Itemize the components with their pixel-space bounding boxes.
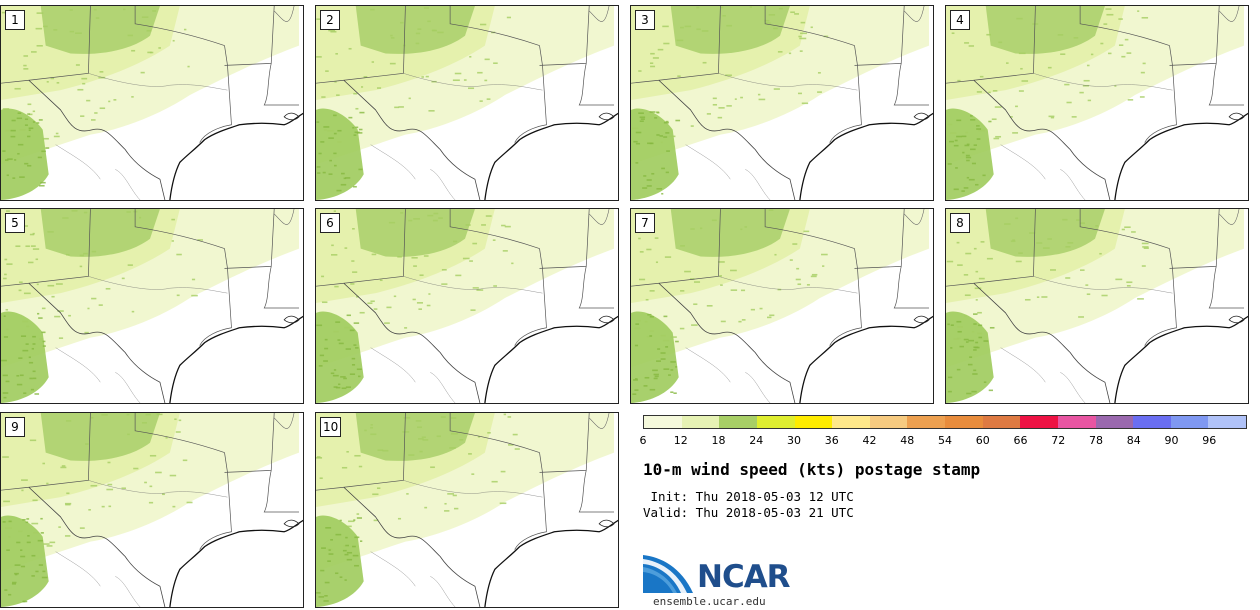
postage-stamp-panel: 8 bbox=[945, 208, 1249, 404]
postage-stamp-panel: 7 bbox=[630, 208, 934, 404]
colorbar-segment bbox=[945, 416, 983, 428]
colorbar-segment bbox=[681, 416, 720, 428]
colorbar-segment bbox=[794, 416, 833, 428]
member-number-label: 5 bbox=[5, 213, 25, 233]
ncar-swoosh-icon bbox=[643, 555, 693, 593]
member-number-label: 4 bbox=[950, 10, 970, 30]
colorbar-segment bbox=[982, 416, 1021, 428]
wind-speed-map bbox=[316, 209, 618, 403]
wind-speed-map bbox=[631, 209, 933, 403]
colorbar-segment bbox=[1020, 416, 1058, 428]
init-time: Init: Thu 2018-05-03 12 UTC bbox=[643, 489, 854, 504]
colorbar-segment bbox=[907, 416, 945, 428]
colorbar-tick-label: 42 bbox=[862, 434, 877, 447]
colorbar-tick-label: 12 bbox=[673, 434, 688, 447]
colorbar-segment bbox=[1133, 416, 1171, 428]
postage-stamp-panel: 1 bbox=[0, 5, 304, 201]
colorbar-segment bbox=[719, 416, 757, 428]
member-number-label: 1 bbox=[5, 10, 25, 30]
wind-speed-map bbox=[946, 209, 1248, 403]
plot-title: 10-m wind speed (kts) postage stamp bbox=[643, 460, 981, 479]
postage-stamp-panel: 9 bbox=[0, 412, 304, 608]
member-number-label: 7 bbox=[635, 213, 655, 233]
wind-speed-map bbox=[316, 6, 618, 200]
member-number-label: 3 bbox=[635, 10, 655, 30]
postage-stamp-panel: 2 bbox=[315, 5, 619, 201]
colorbar-tick-label: 54 bbox=[938, 434, 952, 447]
colorbar-tick-label: 30 bbox=[787, 434, 801, 447]
colorbar-tick-label: 18 bbox=[711, 434, 726, 447]
colorbar-segment bbox=[1095, 416, 1134, 428]
wind-speed-map bbox=[1, 6, 303, 200]
ensemble-url: ensemble.ucar.edu bbox=[653, 595, 766, 608]
colorbar-tick-label: 6 bbox=[639, 434, 647, 447]
member-number-label: 8 bbox=[950, 213, 970, 233]
colorbar-tick-label: 72 bbox=[1051, 434, 1066, 447]
ncar-logo-text: NCAR bbox=[697, 559, 791, 595]
postage-stamp-panel: 3 bbox=[630, 5, 934, 201]
postage-stamp-panel: 5 bbox=[0, 208, 304, 404]
colorbar-tick-label: 90 bbox=[1164, 434, 1179, 447]
postage-stamp-panel: 10 bbox=[315, 412, 619, 608]
colorbar-segment bbox=[869, 416, 908, 428]
colorbar-tick-label: 60 bbox=[975, 434, 990, 447]
wind-speed-map bbox=[631, 6, 933, 200]
wind-speed-map bbox=[316, 413, 618, 607]
colorbar-tick-label: 48 bbox=[900, 434, 915, 447]
member-number-label: 9 bbox=[5, 417, 25, 437]
colorbar-segment bbox=[1170, 416, 1209, 428]
colorbar-tick-label: 66 bbox=[1013, 434, 1028, 447]
colorbar-tick-label: 36 bbox=[824, 434, 839, 447]
postage-stamp-panel: 6 bbox=[315, 208, 619, 404]
colorbar-segment bbox=[1057, 416, 1096, 428]
colorbar-tick-label: 96 bbox=[1202, 434, 1217, 447]
wind-speed-map bbox=[1, 413, 303, 607]
wind-speed-colorbar bbox=[643, 415, 1247, 429]
member-number-label: 2 bbox=[320, 10, 340, 30]
member-number-label: 10 bbox=[320, 417, 342, 437]
colorbar-segment bbox=[644, 416, 682, 428]
wind-speed-map bbox=[1, 209, 303, 403]
colorbar-tick-labels: 6 12 18 24 30 36 42 48 54 60 66 72 78 84 90 96 bbox=[639, 434, 1247, 448]
colorbar-tick-label: 24 bbox=[749, 434, 764, 447]
postage-stamp-panel: 4 bbox=[945, 5, 1249, 201]
colorbar-segment bbox=[756, 416, 795, 428]
member-number-label: 6 bbox=[320, 213, 340, 233]
colorbar-tick-label: 78 bbox=[1089, 434, 1103, 447]
wind-speed-map bbox=[946, 6, 1248, 200]
colorbar-segment bbox=[1208, 416, 1246, 428]
valid-time: Valid: Thu 2018-05-03 21 UTC bbox=[643, 505, 854, 520]
colorbar-tick-label: 84 bbox=[1126, 434, 1141, 447]
colorbar-segment bbox=[832, 416, 870, 428]
